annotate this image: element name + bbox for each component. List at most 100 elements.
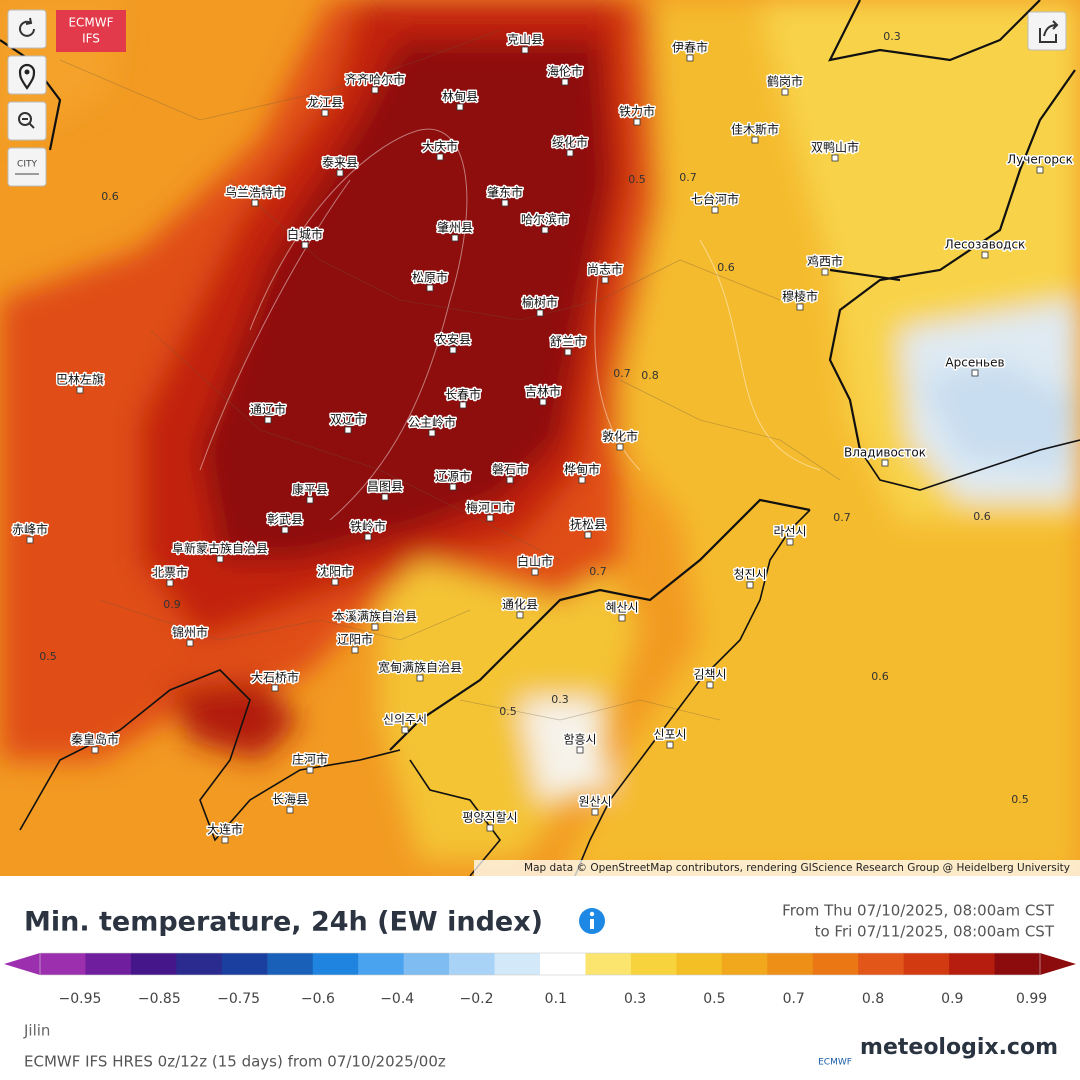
scale-swatch	[630, 953, 677, 975]
contour-label: 0.7	[679, 171, 697, 184]
city-label: 桦甸市	[564, 462, 600, 477]
contour-label: 0.7	[833, 511, 851, 524]
city-marker	[436, 153, 444, 161]
city-marker	[221, 836, 229, 844]
city-marker	[711, 206, 719, 214]
city-marker	[486, 514, 494, 522]
scale-tick-label: −0.6	[301, 991, 335, 1007]
city-marker	[971, 369, 979, 377]
refresh-button[interactable]	[7, 9, 47, 49]
city-label: 农安县	[435, 332, 471, 347]
city-label: 双辽市	[330, 412, 366, 427]
city-label: 신의주시	[383, 713, 427, 727]
scale-tick-label: 0.7	[783, 991, 805, 1007]
city-label: 함흥시	[563, 733, 596, 747]
scale-swatch	[858, 953, 905, 975]
info-icon-dot	[589, 911, 595, 917]
scale-tick-label: 0.99	[1016, 991, 1047, 1007]
refresh-icon	[19, 17, 35, 37]
scale-tick-label: 0.9	[941, 991, 963, 1007]
city-marker	[796, 303, 804, 311]
city-label: 鸡西市	[807, 254, 843, 269]
city-label: 双鸭山市	[811, 140, 859, 155]
city-marker	[686, 54, 694, 62]
city-label: 长春市	[445, 387, 481, 402]
city-label: 白山市	[517, 554, 553, 569]
contour-label: 0.5	[1011, 793, 1029, 806]
city-label: 혜산시	[605, 601, 638, 615]
city-marker	[336, 169, 344, 177]
share-button[interactable]	[1027, 11, 1067, 51]
city-marker	[76, 386, 84, 394]
contour-labels: 0.3 0.6 0.5 0.7 0.6 0.7 0.8 0.7 0.6 0.7 0.6 0.5 0.5 0…	[39, 30, 1029, 806]
city-marker	[831, 154, 839, 162]
city-marker	[371, 623, 379, 631]
city-marker	[371, 86, 379, 94]
scale-arrow-right	[1040, 953, 1076, 975]
city-label: 鹤岗市	[767, 74, 803, 89]
button-bg	[7, 9, 47, 49]
scale-swatch	[40, 953, 86, 975]
city-marker	[281, 526, 289, 534]
city-label: 라선시	[773, 525, 806, 539]
city-label: 秦皇岛市	[71, 732, 119, 747]
contour-label: 0.5	[499, 705, 517, 718]
city-marker	[306, 766, 314, 774]
city-marker	[601, 276, 609, 284]
city-label: 白城市	[287, 227, 323, 242]
scale-swatch	[176, 953, 223, 975]
legend-panel	[0, 876, 1080, 1080]
model-badge[interactable]: ECMWF IFS	[56, 10, 126, 52]
city-label: 김책시	[693, 667, 726, 682]
contour-label: 0.6	[101, 190, 119, 203]
city-marker	[264, 416, 272, 424]
city-button-label: CITY	[17, 160, 37, 170]
color-scale: −0.95 −0.85 −0.75 −0.6 −0.4 −0.2 0.1 0.3 0.5 0.7 0…	[4, 952, 1076, 1007]
city-label: 穆棱市	[782, 289, 818, 304]
city-marker	[751, 136, 759, 144]
country-borders	[0, 0, 1076, 751]
pin-dot	[24, 69, 30, 75]
city-marker	[566, 149, 574, 157]
zoom-button[interactable]	[7, 101, 47, 141]
scale-swatch	[267, 953, 314, 975]
city-marker	[459, 401, 467, 409]
contour-label: 0.8	[641, 369, 659, 382]
city-label: 松原市	[412, 270, 448, 285]
city-marker	[561, 78, 569, 86]
scale-swatch	[403, 953, 450, 975]
city-marker	[564, 348, 572, 356]
city-label: 赤峰市	[12, 522, 48, 537]
city-label: Владивосток	[844, 446, 926, 460]
scale-swatch	[358, 953, 405, 975]
city-button[interactable]: CITY	[7, 147, 47, 187]
contour-label: 0.7	[589, 565, 607, 578]
admin-borders	[59, 29, 841, 721]
city-marker	[331, 578, 339, 586]
contour-label: 0.9	[163, 598, 181, 611]
city-label: 通化县	[502, 598, 538, 612]
model-info: ECMWF IFS HRES 0z/12z (15 days) from 07/…	[24, 1053, 446, 1071]
logo-ecmwf: ECMWF	[818, 1058, 852, 1068]
scale-outline	[39, 952, 1041, 976]
city-label: 北票市	[152, 565, 188, 580]
pin-icon	[18, 63, 36, 90]
contour-label: 0.3	[551, 693, 569, 706]
city-marker	[666, 741, 674, 749]
location-button[interactable]	[7, 55, 47, 95]
city-label: 通辽市	[250, 402, 286, 417]
city-marker	[516, 611, 524, 619]
city-label: Лучегорск	[1007, 153, 1073, 167]
city-marker	[449, 483, 457, 491]
period-end: to Fri 07/11/2025, 08:00am CST	[815, 923, 1055, 941]
scale-swatch	[585, 953, 632, 975]
zoom-icon	[18, 112, 32, 126]
info-button[interactable]	[579, 908, 605, 934]
scale-swatch	[221, 953, 268, 975]
badge-line: ECMWF	[68, 16, 113, 30]
city-label: 원산시	[578, 795, 611, 809]
city-marker	[251, 199, 259, 207]
city-label: 梅河口市	[466, 500, 514, 515]
city-label: 청진시	[733, 568, 766, 582]
